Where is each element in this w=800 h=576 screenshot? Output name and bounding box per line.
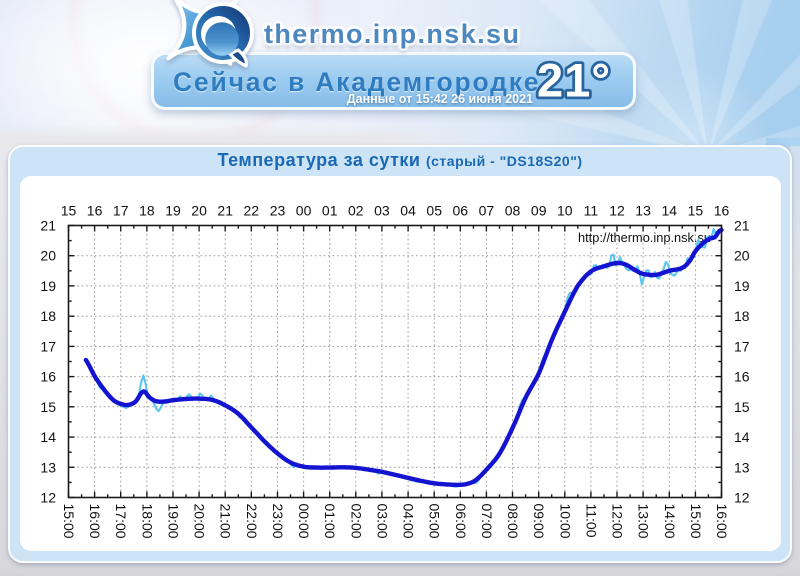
svg-text:17: 17 xyxy=(113,203,129,219)
svg-text:20: 20 xyxy=(40,248,56,264)
svg-text:04: 04 xyxy=(400,203,416,219)
svg-text:22: 22 xyxy=(244,203,260,219)
svg-text:13:00: 13:00 xyxy=(636,504,652,539)
svg-text:20:00: 20:00 xyxy=(192,504,208,539)
svg-text:18: 18 xyxy=(139,203,155,219)
svg-text:11: 11 xyxy=(584,203,599,219)
svg-text:05: 05 xyxy=(426,203,442,219)
svg-text:05:00: 05:00 xyxy=(427,504,443,539)
svg-text:10:00: 10:00 xyxy=(557,504,573,539)
svg-text:04:00: 04:00 xyxy=(401,504,417,539)
svg-text:21°: 21° xyxy=(537,54,611,107)
svg-text:19: 19 xyxy=(40,278,56,294)
svg-text:12: 12 xyxy=(40,490,56,506)
svg-text:19: 19 xyxy=(165,203,181,219)
svg-text:21: 21 xyxy=(40,218,56,234)
svg-text:http://thermo.inp.nsk.su: http://thermo.inp.nsk.su xyxy=(578,230,711,245)
svg-text:13: 13 xyxy=(734,459,750,475)
svg-text:08: 08 xyxy=(505,203,521,219)
svg-text:15:00: 15:00 xyxy=(61,504,77,539)
svg-text:06: 06 xyxy=(453,203,469,219)
svg-text:19: 19 xyxy=(734,278,750,294)
svg-text:17: 17 xyxy=(734,338,750,354)
svg-text:18: 18 xyxy=(40,308,56,324)
svg-text:12:00: 12:00 xyxy=(610,504,626,539)
svg-text:17: 17 xyxy=(40,338,56,354)
svg-text:11:00: 11:00 xyxy=(583,504,599,538)
svg-text:21: 21 xyxy=(217,203,233,219)
svg-text:19:00: 19:00 xyxy=(166,504,182,539)
svg-text:16:00: 16:00 xyxy=(87,504,103,539)
svg-text:03: 03 xyxy=(374,203,390,219)
svg-text:12: 12 xyxy=(734,490,750,506)
svg-text:00: 00 xyxy=(296,203,312,219)
svg-text:03:00: 03:00 xyxy=(374,504,390,539)
svg-text:15: 15 xyxy=(688,203,704,219)
svg-text:16: 16 xyxy=(734,369,750,385)
svg-text:02:00: 02:00 xyxy=(348,504,364,539)
svg-text:21: 21 xyxy=(734,218,750,234)
svg-text:07:00: 07:00 xyxy=(479,504,495,539)
svg-text:10: 10 xyxy=(557,203,573,219)
svg-text:22:00: 22:00 xyxy=(244,504,260,539)
svg-text:01:00: 01:00 xyxy=(322,504,338,539)
svg-text:13: 13 xyxy=(635,203,651,219)
svg-text:00:00: 00:00 xyxy=(296,504,312,539)
svg-text:23: 23 xyxy=(270,203,286,219)
svg-text:16: 16 xyxy=(714,203,730,219)
svg-text:13: 13 xyxy=(40,459,56,475)
svg-text:09: 09 xyxy=(531,203,547,219)
svg-text:20: 20 xyxy=(191,203,207,219)
svg-text:15:00: 15:00 xyxy=(688,504,704,539)
svg-text:23:00: 23:00 xyxy=(270,504,286,539)
svg-text:16: 16 xyxy=(87,203,103,219)
svg-text:17:00: 17:00 xyxy=(113,504,129,539)
svg-text:15: 15 xyxy=(40,399,56,415)
svg-text:16: 16 xyxy=(40,369,56,385)
svg-text:18:00: 18:00 xyxy=(139,504,155,539)
svg-text:20: 20 xyxy=(734,248,750,264)
svg-text:07: 07 xyxy=(479,203,495,219)
svg-text:06:00: 06:00 xyxy=(453,504,469,539)
svg-text:14:00: 14:00 xyxy=(662,504,678,539)
svg-text:12: 12 xyxy=(609,203,625,219)
svg-text:14: 14 xyxy=(40,429,56,445)
svg-text:01: 01 xyxy=(322,203,338,219)
svg-text:14: 14 xyxy=(662,203,678,219)
svg-text:16:00: 16:00 xyxy=(714,504,730,539)
svg-text:09:00: 09:00 xyxy=(531,504,547,539)
svg-text:15: 15 xyxy=(734,399,750,415)
svg-text:08:00: 08:00 xyxy=(505,504,521,539)
svg-text:15: 15 xyxy=(61,203,77,219)
svg-text:02: 02 xyxy=(348,203,364,219)
svg-text:21:00: 21:00 xyxy=(218,504,234,539)
svg-text:14: 14 xyxy=(734,429,750,445)
svg-text:18: 18 xyxy=(734,308,750,324)
